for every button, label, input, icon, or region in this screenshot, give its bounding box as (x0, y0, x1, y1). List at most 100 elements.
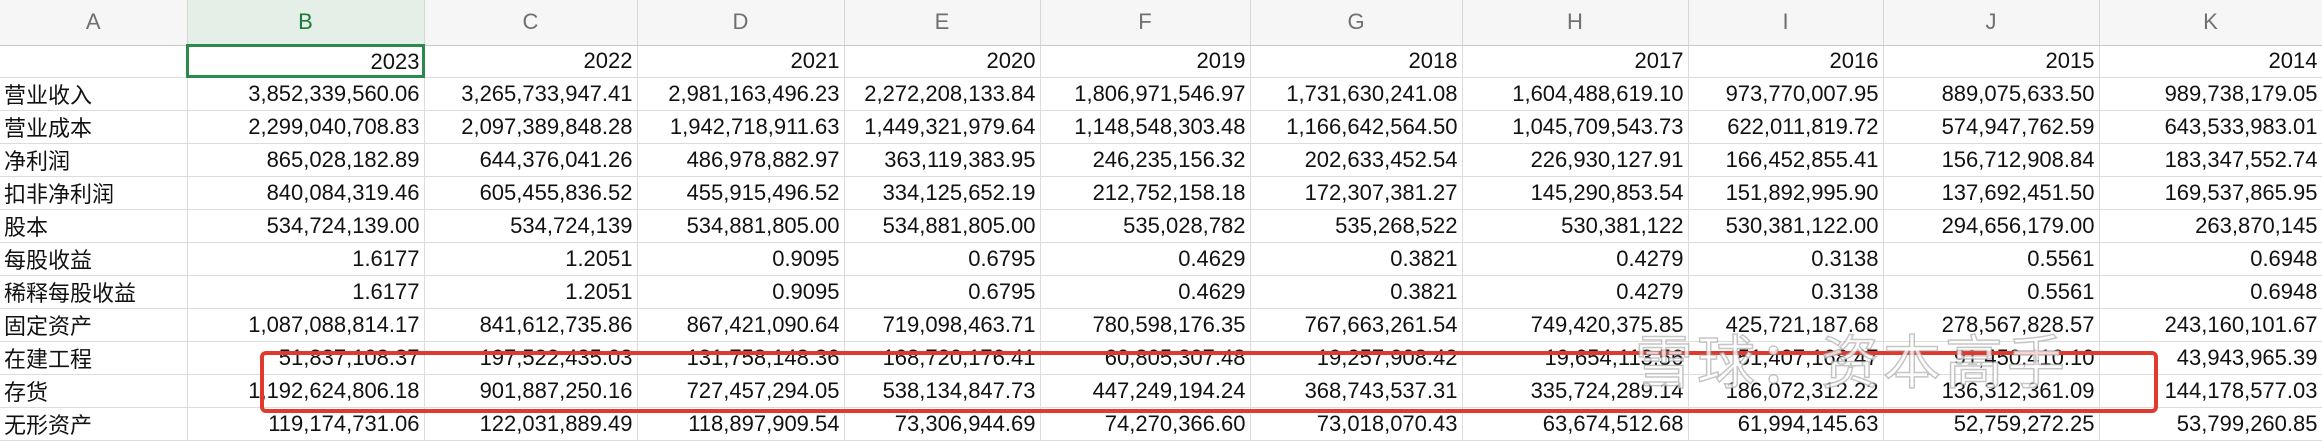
value-cell[interactable]: 73,306,944.69 (844, 407, 1041, 441)
value-cell[interactable]: 334,125,652.19 (844, 176, 1041, 210)
year-cell[interactable]: 2021 (637, 45, 845, 78)
value-cell[interactable]: 534,881,805.00 (637, 209, 845, 243)
value-cell[interactable]: 0.3821 (1250, 275, 1463, 309)
value-cell[interactable]: 0.5561 (1883, 275, 2100, 309)
column-header-d[interactable]: D (637, 0, 845, 46)
value-cell[interactable]: 0.6948 (2099, 275, 2322, 309)
value-cell[interactable]: 1,045,709,543.73 (1462, 110, 1689, 144)
value-cell[interactable]: 447,249,194.24 (1040, 374, 1251, 408)
value-cell[interactable]: 122,031,889.49 (424, 407, 638, 441)
value-cell[interactable]: 212,752,158.18 (1040, 176, 1251, 210)
value-cell[interactable]: 749,420,375.85 (1462, 308, 1689, 342)
value-cell[interactable]: 226,930,127.91 (1462, 143, 1689, 177)
value-cell[interactable]: 3,265,733,947.41 (424, 77, 638, 111)
value-cell[interactable]: 51,407,168.47 (1688, 341, 1884, 375)
year-cell[interactable]: 2023 (186, 44, 425, 78)
value-cell[interactable]: 43,943,965.39 (2099, 341, 2322, 375)
value-cell[interactable]: 246,235,156.32 (1040, 143, 1251, 177)
value-cell[interactable]: 119,174,731.06 (187, 407, 425, 441)
value-cell[interactable]: 1,806,971,546.97 (1040, 77, 1251, 111)
value-cell[interactable]: 278,567,828.57 (1883, 308, 2100, 342)
value-cell[interactable]: 0.6948 (2099, 242, 2322, 276)
value-cell[interactable]: 3,852,339,560.06 (187, 77, 425, 111)
value-cell[interactable]: 151,892,995.90 (1688, 176, 1884, 210)
value-cell[interactable]: 767,663,261.54 (1250, 308, 1463, 342)
value-cell[interactable]: 1,192,624,806.18 (187, 374, 425, 408)
value-cell[interactable]: 0.9095 (637, 242, 845, 276)
value-cell[interactable]: 0.4629 (1040, 242, 1251, 276)
value-cell[interactable]: 0.3138 (1688, 242, 1884, 276)
column-header-k[interactable]: K (2099, 0, 2322, 46)
value-cell[interactable]: 1.2051 (424, 275, 638, 309)
value-cell[interactable]: 144,178,577.03 (2099, 374, 2322, 408)
value-cell[interactable]: 131,758,148.36 (637, 341, 845, 375)
value-cell[interactable]: 0.9095 (637, 275, 845, 309)
value-cell[interactable]: 51,837,108.37 (187, 341, 425, 375)
column-header-h[interactable]: H (1462, 0, 1689, 46)
value-cell[interactable]: 168,720,176.41 (844, 341, 1041, 375)
year-cell[interactable]: 2016 (1688, 45, 1884, 78)
value-cell[interactable]: 202,633,452.54 (1250, 143, 1463, 177)
value-cell[interactable]: 534,724,139 (424, 209, 638, 243)
value-cell[interactable]: 1,731,630,241.08 (1250, 77, 1463, 111)
value-cell[interactable]: 840,084,319.46 (187, 176, 425, 210)
column-header-e[interactable]: E (844, 0, 1041, 46)
value-cell[interactable]: 865,028,182.89 (187, 143, 425, 177)
value-cell[interactable]: 1.2051 (424, 242, 638, 276)
value-cell[interactable]: 335,724,289.14 (1462, 374, 1689, 408)
value-cell[interactable]: 973,770,007.95 (1688, 77, 1884, 111)
value-cell[interactable]: 73,018,070.43 (1250, 407, 1463, 441)
row-label[interactable]: 稀释每股收益 (0, 275, 188, 309)
value-cell[interactable]: 0.4629 (1040, 275, 1251, 309)
column-header-i[interactable]: I (1688, 0, 1884, 46)
column-header-c[interactable]: C (424, 0, 638, 46)
value-cell[interactable]: 486,978,882.97 (637, 143, 845, 177)
value-cell[interactable]: 136,312,361.09 (1883, 374, 2100, 408)
value-cell[interactable]: 52,759,272.25 (1883, 407, 2100, 441)
value-cell[interactable]: 534,724,139.00 (187, 209, 425, 243)
value-cell[interactable]: 455,915,496.52 (637, 176, 845, 210)
value-cell[interactable]: 0.4279 (1462, 275, 1689, 309)
value-cell[interactable]: 2,981,163,496.23 (637, 77, 845, 111)
value-cell[interactable]: 53,799,260.85 (2099, 407, 2322, 441)
value-cell[interactable]: 0.6795 (844, 242, 1041, 276)
year-cell[interactable]: 2015 (1883, 45, 2100, 78)
value-cell[interactable]: 901,887,250.16 (424, 374, 638, 408)
value-cell[interactable]: 118,897,909.54 (637, 407, 845, 441)
value-cell[interactable]: 1,604,488,619.10 (1462, 77, 1689, 111)
value-cell[interactable]: 1,166,642,564.50 (1250, 110, 1463, 144)
value-cell[interactable]: 1,449,321,979.64 (844, 110, 1041, 144)
value-cell[interactable]: 172,307,381.27 (1250, 176, 1463, 210)
value-cell[interactable]: 294,656,179.00 (1883, 209, 2100, 243)
column-header-g[interactable]: G (1250, 0, 1463, 46)
row-label[interactable]: 无形资产 (0, 407, 188, 441)
value-cell[interactable]: 0.4279 (1462, 242, 1689, 276)
value-cell[interactable]: 19,654,113.56 (1462, 341, 1689, 375)
value-cell[interactable]: 989,738,179.05 (2099, 77, 2322, 111)
value-cell[interactable]: 169,537,865.95 (2099, 176, 2322, 210)
value-cell[interactable]: 197,522,435.03 (424, 341, 638, 375)
value-cell[interactable]: 1,148,548,303.48 (1040, 110, 1251, 144)
value-cell[interactable]: 1,942,718,911.63 (637, 110, 845, 144)
column-header-a[interactable]: A (0, 0, 188, 46)
value-cell[interactable]: 530,381,122.00 (1688, 209, 1884, 243)
value-cell[interactable]: 166,452,855.41 (1688, 143, 1884, 177)
value-cell[interactable]: 2,299,040,708.83 (187, 110, 425, 144)
value-cell[interactable]: 63,674,512.68 (1462, 407, 1689, 441)
year-cell[interactable]: 2020 (844, 45, 1041, 78)
value-cell[interactable]: 183,347,552.74 (2099, 143, 2322, 177)
row-label[interactable]: 固定资产 (0, 308, 188, 342)
year-cell[interactable]: 2019 (1040, 45, 1251, 78)
row-label[interactable]: 扣非净利润 (0, 176, 188, 210)
value-cell[interactable]: 91,450,410.10 (1883, 341, 2100, 375)
value-cell[interactable]: 889,075,633.50 (1883, 77, 2100, 111)
value-cell[interactable]: 186,072,312.22 (1688, 374, 1884, 408)
value-cell[interactable]: 535,268,522 (1250, 209, 1463, 243)
value-cell[interactable]: 145,290,853.54 (1462, 176, 1689, 210)
year-cell[interactable]: 2022 (424, 45, 638, 78)
value-cell[interactable]: 263,870,145 (2099, 209, 2322, 243)
year-cell[interactable]: 2014 (2099, 45, 2322, 78)
value-cell[interactable]: 727,457,294.05 (637, 374, 845, 408)
value-cell[interactable]: 2,272,208,133.84 (844, 77, 1041, 111)
value-cell[interactable]: 1,087,088,814.17 (187, 308, 425, 342)
